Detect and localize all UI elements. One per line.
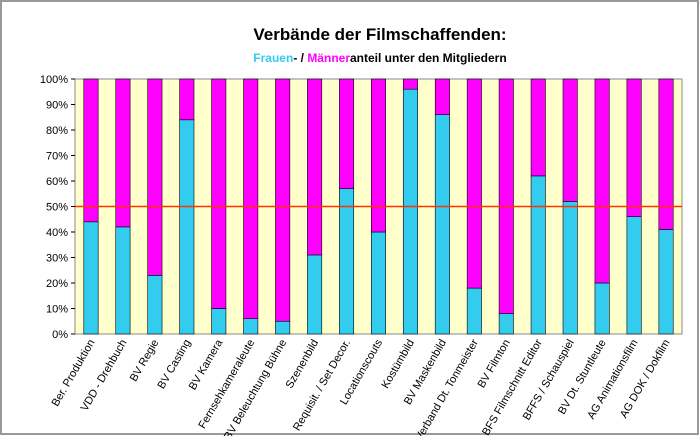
bar-segment bbox=[402, 88, 418, 335]
y-tick-label: 50% bbox=[46, 202, 68, 214]
bar-segment bbox=[371, 231, 386, 335]
bar-segment bbox=[211, 308, 227, 335]
bar-segment bbox=[434, 78, 450, 116]
bar-segment bbox=[530, 78, 546, 177]
bar-segment bbox=[307, 254, 323, 335]
bar-segment bbox=[594, 282, 610, 335]
chart-subtitle: Frauen- / Männeranteil unter den Mitglie… bbox=[253, 51, 506, 65]
y-tick-label: 70% bbox=[46, 151, 68, 163]
bar-segment bbox=[466, 287, 482, 335]
bar-segment bbox=[83, 221, 99, 335]
bar-segment bbox=[179, 119, 195, 335]
legend-entry: Männer bbox=[307, 51, 350, 65]
y-tick-label: 80% bbox=[46, 125, 68, 137]
y-tick-label: 90% bbox=[46, 100, 68, 112]
bar-segment bbox=[115, 226, 131, 335]
bar-segment bbox=[83, 78, 99, 223]
bar-segment bbox=[275, 320, 291, 335]
bar-segment bbox=[658, 229, 674, 335]
bar-segment bbox=[275, 78, 291, 322]
bar-segment bbox=[626, 78, 642, 217]
bar-segment bbox=[339, 188, 355, 335]
subtitle-part: - / bbox=[293, 51, 307, 65]
bar-segment bbox=[307, 78, 323, 256]
y-tick-label: 40% bbox=[46, 227, 68, 239]
bar-segment bbox=[179, 78, 195, 121]
y-tick-label: 10% bbox=[46, 304, 68, 316]
bar-segment bbox=[466, 78, 482, 289]
y-tick-label: 20% bbox=[46, 278, 68, 290]
bar-segment bbox=[371, 78, 386, 233]
bar-segment bbox=[147, 78, 163, 276]
bar-segment bbox=[530, 175, 546, 335]
bar-segment bbox=[339, 78, 355, 189]
bar-segment bbox=[626, 216, 642, 335]
y-tick-label: 30% bbox=[46, 253, 68, 265]
y-tick-label: 0% bbox=[52, 329, 68, 341]
bar-segment bbox=[562, 78, 578, 202]
bar-segment bbox=[498, 313, 514, 335]
bar-segment bbox=[434, 114, 450, 335]
subtitle-part: anteil unter den Mitgliedern bbox=[350, 51, 507, 65]
bar-segment bbox=[562, 201, 578, 335]
y-tick-label: 60% bbox=[46, 176, 68, 188]
bar-segment bbox=[243, 78, 259, 319]
bar-segment bbox=[243, 318, 259, 335]
bar-segment bbox=[594, 78, 610, 284]
bar-segment bbox=[211, 78, 227, 309]
bar-segment bbox=[498, 78, 514, 314]
chart-title: Verbände der Filmschaffenden: bbox=[253, 25, 506, 44]
legend-entry: Frauen bbox=[253, 51, 293, 65]
bar-segment bbox=[658, 78, 674, 230]
bar-segment bbox=[402, 78, 418, 90]
bar-segment bbox=[147, 275, 163, 335]
y-tick-label: 100% bbox=[40, 74, 68, 86]
bar-segment bbox=[115, 78, 131, 228]
